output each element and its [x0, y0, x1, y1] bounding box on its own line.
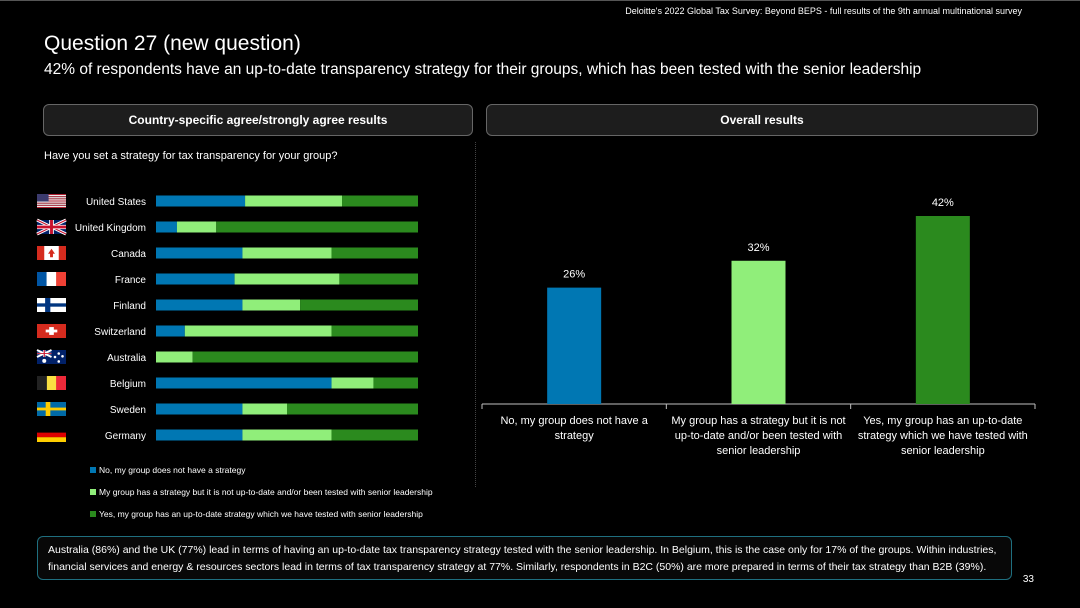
bar-segment [156, 247, 243, 259]
bar-segment [331, 377, 374, 389]
sweden-flag-icon [37, 402, 66, 416]
bar-segment [331, 429, 418, 441]
bar-segment [156, 195, 246, 207]
germany-flag-icon [37, 428, 66, 442]
page-title: Question 27 (new question) [44, 32, 301, 55]
country-stacked-bar-chart: United States United Kingdom Canada France F… [36, 194, 418, 442]
data-label: 42% [932, 197, 954, 209]
category-tick-label: senior leadership [901, 445, 985, 457]
switzerland-flag-icon [37, 324, 66, 338]
bar-segment [156, 273, 235, 285]
category-tick-label: Finland [113, 301, 146, 312]
category-tick-label: My group has a strategy but it is not [671, 415, 845, 427]
legend-swatch [90, 511, 96, 517]
bar-segment [156, 325, 185, 337]
bar-segment [242, 299, 301, 311]
bar-segment [242, 403, 287, 415]
overall-bar [731, 260, 786, 404]
bar-segment [331, 325, 418, 337]
category-tick-label: senior leadership [717, 445, 801, 457]
chart-row: France [37, 272, 418, 286]
overall-bar-chart: 26% No, my group does not have a strategy 3… [481, 197, 1036, 457]
us-flag-icon [37, 194, 66, 208]
bar-segment [342, 195, 418, 207]
category-tick-label: United States [86, 197, 146, 208]
chart-row: United States [37, 194, 418, 208]
bar-segment [156, 299, 243, 311]
category-tick-label: No, my group does not have a [500, 415, 648, 427]
bar-segment [242, 247, 332, 259]
bar-segment [156, 351, 193, 363]
source-header: Deloitte's 2022 Global Tax Survey: Beyon… [625, 6, 1022, 16]
category-tick-label: Canada [111, 249, 146, 260]
legend-item-up-to-date: Yes, my group has an up-to-date strategy… [90, 509, 423, 519]
legend-swatch [90, 489, 96, 495]
overall-bar [915, 216, 970, 404]
category-tick-label: up-to-date and/or been tested with [675, 430, 843, 442]
uk-flag-icon [36, 218, 67, 236]
canada-flag-icon [37, 246, 66, 260]
legend-label: No, my group does not have a strategy [99, 465, 246, 475]
page-number: 33 [1022, 574, 1034, 585]
bar-segment [156, 429, 243, 441]
legend-item-not-up-to-date: My group has a strategy but it is not up… [90, 487, 433, 497]
overall-bar [547, 287, 602, 404]
chart-row: Germany [37, 428, 418, 442]
bar-segment [156, 377, 332, 389]
category-tick-label: France [115, 275, 147, 286]
bar-segment [245, 195, 343, 207]
category-tick-label: Yes, my group has an up-to-date [863, 415, 1022, 427]
chart-row: Belgium [37, 376, 418, 390]
chart-row: United Kingdom [36, 218, 418, 236]
chart-row: Australia [36, 349, 418, 364]
chart-row: Switzerland [37, 324, 418, 338]
chart-row: Sweden [37, 402, 418, 416]
bar-segment [339, 273, 418, 285]
chart-row: Canada [37, 246, 418, 260]
belgium-flag-icon [37, 376, 66, 390]
survey-question: Have you set a strategy for tax transpar… [44, 150, 338, 162]
france-flag-icon [37, 272, 66, 286]
legend-label: My group has a strategy but it is not up… [99, 487, 433, 497]
category-tick-label: Belgium [110, 379, 146, 390]
category-tick-label: Germany [105, 431, 146, 442]
legend-swatch [90, 467, 96, 473]
bar-segment [242, 429, 332, 441]
bar-segment [300, 299, 418, 311]
bar-segment [373, 377, 418, 389]
category-tick-label: United Kingdom [75, 223, 146, 234]
category-tick-label: Switzerland [94, 327, 146, 338]
legend-label: Yes, my group has an up-to-date strategy… [99, 509, 423, 519]
page-subtitle: 42% of respondents have an up-to-date tr… [44, 61, 922, 78]
summary-text: Australia (86%) and the UK (77%) lead in… [48, 544, 997, 573]
bar-segment [192, 351, 418, 363]
bar-segment [176, 221, 217, 233]
data-label: 32% [747, 242, 769, 254]
data-label: 26% [563, 269, 585, 281]
bar-segment [184, 325, 332, 337]
category-tick-label: strategy [555, 430, 595, 442]
australia-flag-icon [36, 349, 66, 364]
bar-segment [156, 403, 243, 415]
panel-divider [475, 142, 476, 487]
bar-segment [216, 221, 418, 233]
overall-results-heading: Overall results [486, 104, 1038, 136]
category-tick-label: Sweden [110, 405, 146, 416]
overall-results-heading-label: Overall results [720, 113, 804, 127]
bar-segment [331, 247, 418, 259]
chart-row: Finland [37, 298, 418, 312]
bar-segment [156, 221, 177, 233]
top-rule [0, 0, 1080, 1]
country-results-heading: Country-specific agree/strongly agree re… [43, 104, 473, 136]
country-results-heading-label: Country-specific agree/strongly agree re… [128, 113, 388, 127]
summary-box: Australia (86%) and the UK (77%) lead in… [37, 536, 1012, 580]
category-tick-label: Australia [107, 353, 146, 364]
bar-segment [234, 273, 340, 285]
category-tick-label: strategy which we have tested with [858, 430, 1028, 442]
bar-segment [287, 403, 418, 415]
legend-item-no-strategy: No, my group does not have a strategy [90, 465, 245, 475]
finland-flag-icon [37, 298, 66, 312]
